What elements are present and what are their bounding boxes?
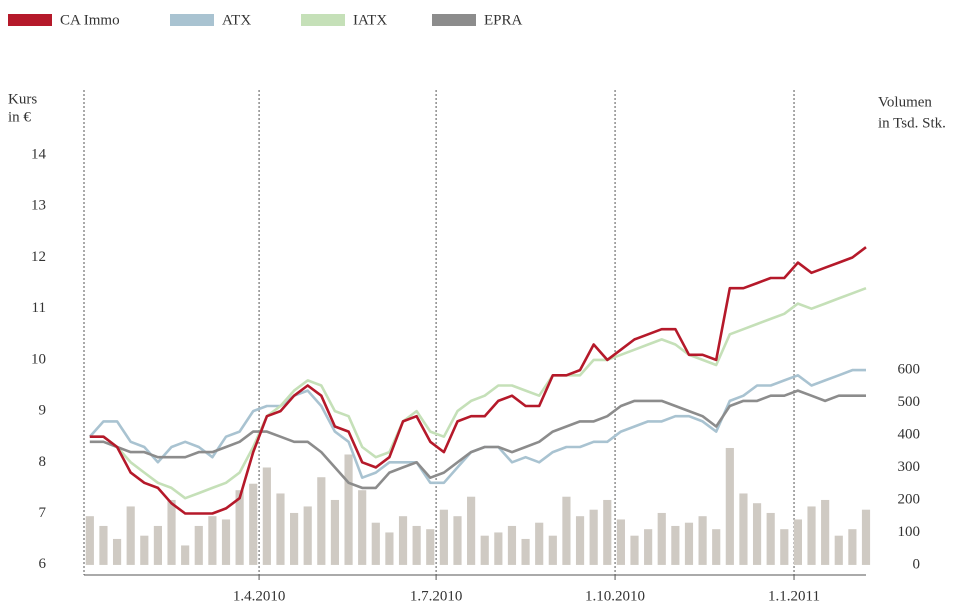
volume-bar (276, 493, 285, 565)
volume-bar (181, 545, 190, 565)
volume-bar (167, 499, 176, 565)
volume-bar (657, 512, 666, 565)
volume-bar (548, 535, 557, 565)
y2-tick-label: 0 (913, 556, 921, 572)
volume-bar (398, 516, 408, 565)
volume-bar (439, 509, 448, 565)
line-series (89, 246, 867, 515)
y2-tick-label: 300 (898, 459, 921, 475)
volume-bar (221, 519, 231, 565)
y-tick-label: 8 (39, 454, 47, 470)
volume-bar (85, 516, 94, 565)
legend-swatch (8, 14, 52, 26)
volume-bar (739, 493, 748, 565)
volume-bar (330, 499, 340, 565)
y2-tick-label: 100 (898, 524, 921, 540)
y2-tick-label: 200 (898, 491, 921, 507)
volume-bar (317, 477, 326, 565)
volume-bar (521, 538, 530, 565)
y-tick-label: 9 (39, 403, 47, 419)
legend-swatch (301, 14, 345, 26)
volume-bar (861, 509, 871, 565)
volume-bar (412, 525, 421, 565)
legend-label: ATX (222, 12, 251, 28)
volume-bar (671, 525, 680, 565)
y-tick-label: 14 (31, 146, 47, 162)
volume-bar (153, 525, 163, 565)
y2-label: in Tsd. Stk. (878, 115, 946, 131)
volume-bar (371, 522, 380, 565)
line-series (88, 368, 866, 485)
line-series (89, 389, 866, 490)
x-tick-label: 1.7.2010 (410, 588, 463, 604)
volume-bar (249, 483, 258, 565)
y-tick-label: 7 (39, 505, 47, 521)
volume-bar (507, 525, 517, 565)
volume-bar (575, 516, 585, 565)
volume-bar (848, 529, 857, 565)
volume-bar (821, 499, 830, 565)
y2-tick-label: 400 (898, 426, 921, 442)
y-label: Kurs (8, 91, 37, 107)
volume-bar (712, 529, 721, 565)
legend-label: IATX (353, 12, 387, 28)
volume-bar (140, 535, 149, 565)
legend-label: CA Immo (60, 12, 120, 28)
volume-bar (208, 516, 217, 565)
y-tick-label: 11 (32, 300, 46, 316)
volume-bar (603, 499, 612, 565)
volume-bar (358, 490, 367, 565)
volume-bar (684, 522, 694, 565)
legend-swatch (432, 14, 476, 26)
y2-label: Volumen (878, 94, 932, 110)
y-tick-label: 10 (31, 351, 46, 367)
volume-bar (644, 529, 653, 565)
volume-bar (616, 519, 625, 565)
x-tick-label: 1.10.2010 (585, 588, 645, 604)
volume-bar (426, 529, 435, 565)
volume-bar (467, 496, 476, 565)
y2-tick-label: 500 (898, 394, 921, 410)
volume-bar (562, 496, 571, 565)
volume-bar (385, 532, 394, 565)
y-label: in € (8, 109, 31, 125)
volume-bar (126, 506, 135, 565)
volume-bar (344, 454, 353, 565)
volume-bar (793, 519, 803, 565)
volume-bar (725, 447, 734, 565)
volume-bar (480, 535, 489, 565)
y2-tick-label: 600 (898, 361, 921, 377)
volume-bar (494, 532, 503, 565)
volume-bar (698, 516, 707, 565)
volume-bar (535, 522, 544, 565)
y-tick-label: 6 (39, 556, 47, 572)
line-series (89, 286, 867, 500)
volume-bar (630, 535, 639, 565)
y-tick-label: 13 (31, 198, 46, 214)
volume-bar (262, 467, 271, 565)
x-tick-label: 1.1.2011 (768, 588, 820, 604)
legend-swatch (170, 14, 214, 26)
volume-bar (834, 535, 843, 565)
x-tick-label: 1.4.2010 (233, 588, 286, 604)
volume-bar (453, 516, 462, 565)
volume-bar (112, 538, 122, 565)
volume-bar (752, 503, 762, 565)
volume-bar (290, 512, 299, 565)
legend-label: EPRA (484, 12, 523, 28)
volume-bar (194, 525, 203, 565)
volume-bar (303, 506, 312, 565)
volume-bar (766, 512, 775, 565)
volume-bar (589, 509, 598, 565)
y-tick-label: 12 (31, 249, 46, 265)
volume-bar (235, 490, 244, 565)
volume-bar (99, 525, 108, 565)
volume-bar (807, 506, 816, 565)
volume-bar (780, 529, 789, 565)
